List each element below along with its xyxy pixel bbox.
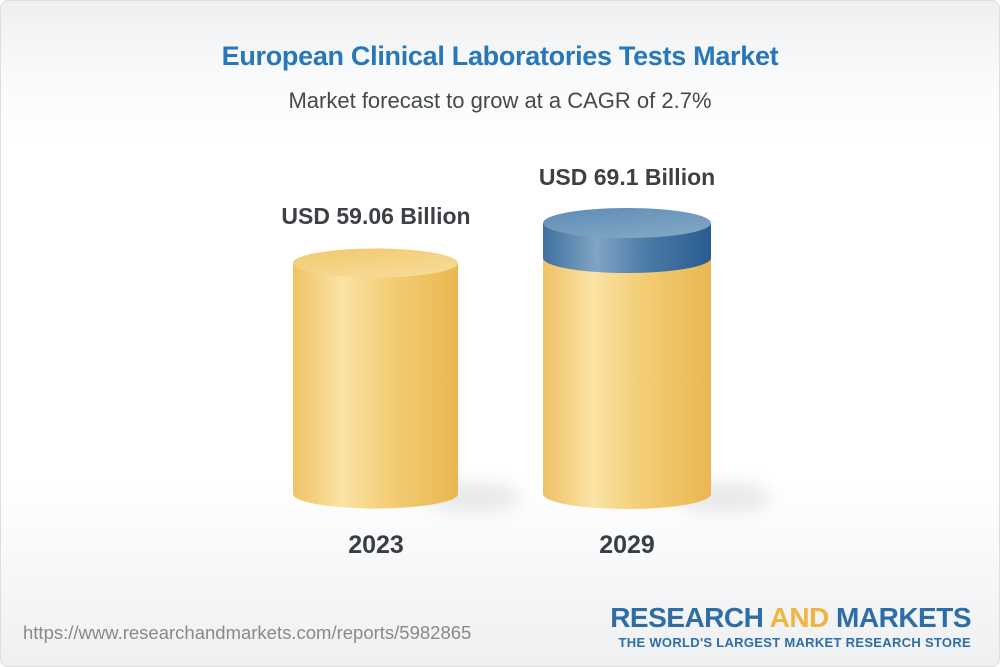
value-label-2023: USD 59.06 Billion xyxy=(281,203,471,229)
logo-tagline: THE WORLD'S LARGEST MARKET RESEARCH STOR… xyxy=(618,635,971,650)
source-url: https://www.researchandmarkets.com/repor… xyxy=(23,622,472,643)
bar-2029-growth-segment xyxy=(543,208,711,273)
page-subtitle: Market forecast to grow at a CAGR of 2.7… xyxy=(288,88,712,113)
logo-research: RESEARCH xyxy=(610,602,764,633)
logo-and: AND xyxy=(769,602,830,633)
logo-markets: MARKETS xyxy=(836,602,971,633)
page-title: European Clinical Laboratories Tests Mar… xyxy=(221,41,779,71)
brand-logo-wordmark: RESEARCH AND MARKETS xyxy=(610,604,971,632)
bar-2029-top xyxy=(543,208,711,238)
value-label-2029: USD 69.1 Billion xyxy=(538,164,716,190)
brand-logo: RESEARCH AND MARKETS THE WORLD'S LARGEST… xyxy=(610,604,971,650)
bar-2029 xyxy=(543,208,711,509)
bar-2023 xyxy=(293,248,458,509)
axis-label-2023: 2023 xyxy=(348,531,404,559)
axis-label-2029: 2029 xyxy=(599,531,655,559)
bar-2023-top xyxy=(293,248,458,278)
